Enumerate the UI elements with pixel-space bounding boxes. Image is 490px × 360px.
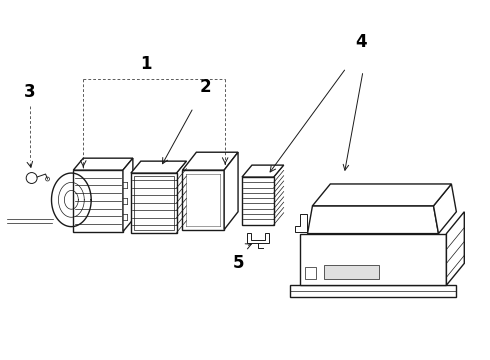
Polygon shape (74, 170, 123, 231)
Polygon shape (131, 173, 176, 233)
Polygon shape (123, 158, 133, 231)
Text: 4: 4 (355, 33, 367, 51)
Polygon shape (290, 285, 456, 297)
Bar (305, 267, 317, 279)
Polygon shape (294, 214, 307, 231)
Polygon shape (242, 177, 274, 225)
Bar (134, 176, 173, 230)
Polygon shape (299, 234, 446, 285)
Polygon shape (434, 184, 456, 234)
Text: 3: 3 (24, 82, 35, 100)
Text: 5: 5 (232, 255, 244, 273)
Polygon shape (182, 152, 238, 170)
Text: 2: 2 (199, 78, 211, 96)
Polygon shape (182, 170, 224, 230)
Polygon shape (74, 158, 133, 170)
Polygon shape (308, 206, 439, 234)
Polygon shape (313, 184, 451, 206)
Circle shape (46, 177, 49, 181)
Polygon shape (131, 161, 187, 173)
Polygon shape (242, 165, 284, 177)
Polygon shape (446, 212, 465, 285)
Circle shape (26, 172, 37, 184)
Bar (324, 265, 379, 279)
Polygon shape (224, 152, 238, 230)
Text: 1: 1 (140, 55, 151, 73)
Polygon shape (247, 233, 269, 243)
